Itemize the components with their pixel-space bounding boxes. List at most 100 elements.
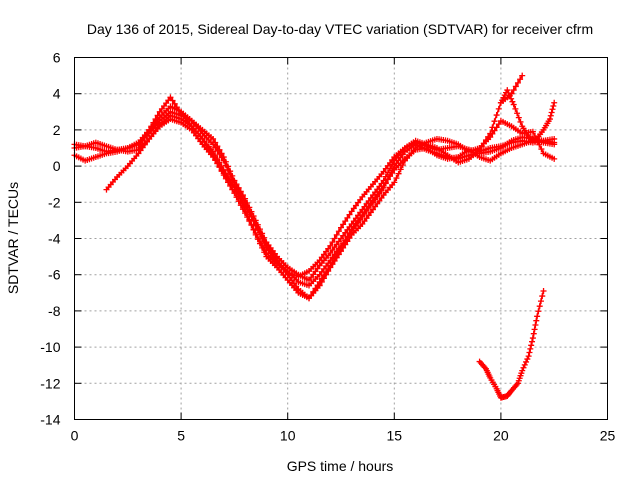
data-point [214,147,221,154]
data-point [207,148,214,155]
data-point [546,116,553,123]
data-point [320,275,327,282]
data-point [384,176,391,183]
data-point [333,254,340,261]
data-point [250,217,257,224]
data-point [395,170,402,177]
data-point [519,367,526,374]
data-point [222,162,229,169]
data-point [246,218,253,225]
data-point [323,271,330,278]
series-track-7 [497,87,558,144]
x-tick-label: 0 [71,428,79,444]
data-point [327,264,334,271]
data-point [526,349,533,356]
data-point [327,242,334,249]
data-point [171,100,178,107]
data-point [391,179,398,186]
data-point [493,112,500,119]
data-point [537,298,544,305]
data-point [325,268,332,275]
x-axis-label: GPS time / hours [287,458,394,474]
data-point [141,134,148,141]
data-point [203,142,210,149]
data-point [393,175,400,182]
data-point [476,146,483,153]
data-point [335,251,342,258]
y-tick-label: 0 [53,158,61,174]
data-point [335,228,342,235]
data-point [495,105,502,112]
data-point [235,198,242,205]
y-tick-label: 6 [53,50,61,66]
data-point [551,141,558,148]
data-point [551,155,558,162]
data-point [535,308,542,315]
data-point [318,278,325,285]
data-point [150,119,157,126]
series-track-6 [476,287,547,401]
data-point [239,206,246,213]
data-point [248,222,255,229]
data-point [252,221,259,228]
data-point [517,118,524,125]
data-point [491,118,498,125]
data-point [514,110,521,117]
data-point [512,105,519,112]
data-point [338,248,344,255]
data-point [212,156,219,163]
data-point [399,162,406,169]
data-point [148,123,155,130]
data-point [549,106,556,113]
data-point [205,145,212,152]
data-point [173,104,180,111]
data-point [331,235,338,242]
x-tick-label: 25 [600,428,616,444]
y-tick-label: -12 [40,375,60,391]
data-point [505,89,512,96]
data-point [225,179,232,186]
data-point [538,146,545,153]
data-point [175,107,182,114]
data-point [218,168,225,175]
data-point [514,79,521,86]
data-point [210,135,217,142]
data-point [143,130,150,137]
data-point [397,166,404,173]
data-point [517,76,524,83]
series-layer [71,72,558,401]
data-point [220,157,227,164]
y-axis-label: SDTVAR / TECUs [5,182,21,294]
data-point [525,353,532,360]
data-point [340,221,347,228]
data-point [342,218,349,225]
data-point [333,231,340,238]
y-tick-label: -14 [40,412,60,428]
data-point [551,99,558,106]
data-point [550,103,557,110]
data-point [510,87,517,94]
data-point [254,225,261,232]
data-point [506,92,513,99]
data-point [212,144,219,151]
data-point [491,127,498,134]
data-point [389,169,396,176]
data-point [216,151,223,158]
data-point [216,164,223,171]
data-point [210,152,217,159]
chart-title: Day 136 of 2015, Sidereal Day-to-day VTE… [87,21,593,37]
data-point [489,124,496,131]
data-point [233,194,240,201]
data-point [346,235,353,242]
data-point [508,95,515,102]
data-point [547,112,554,119]
data-point [382,179,389,186]
data-point [533,317,540,324]
data-point [227,183,234,190]
data-point [510,101,517,108]
data-point [167,94,174,101]
data-point [146,126,153,133]
data-point [495,121,502,128]
data-point [346,211,353,218]
